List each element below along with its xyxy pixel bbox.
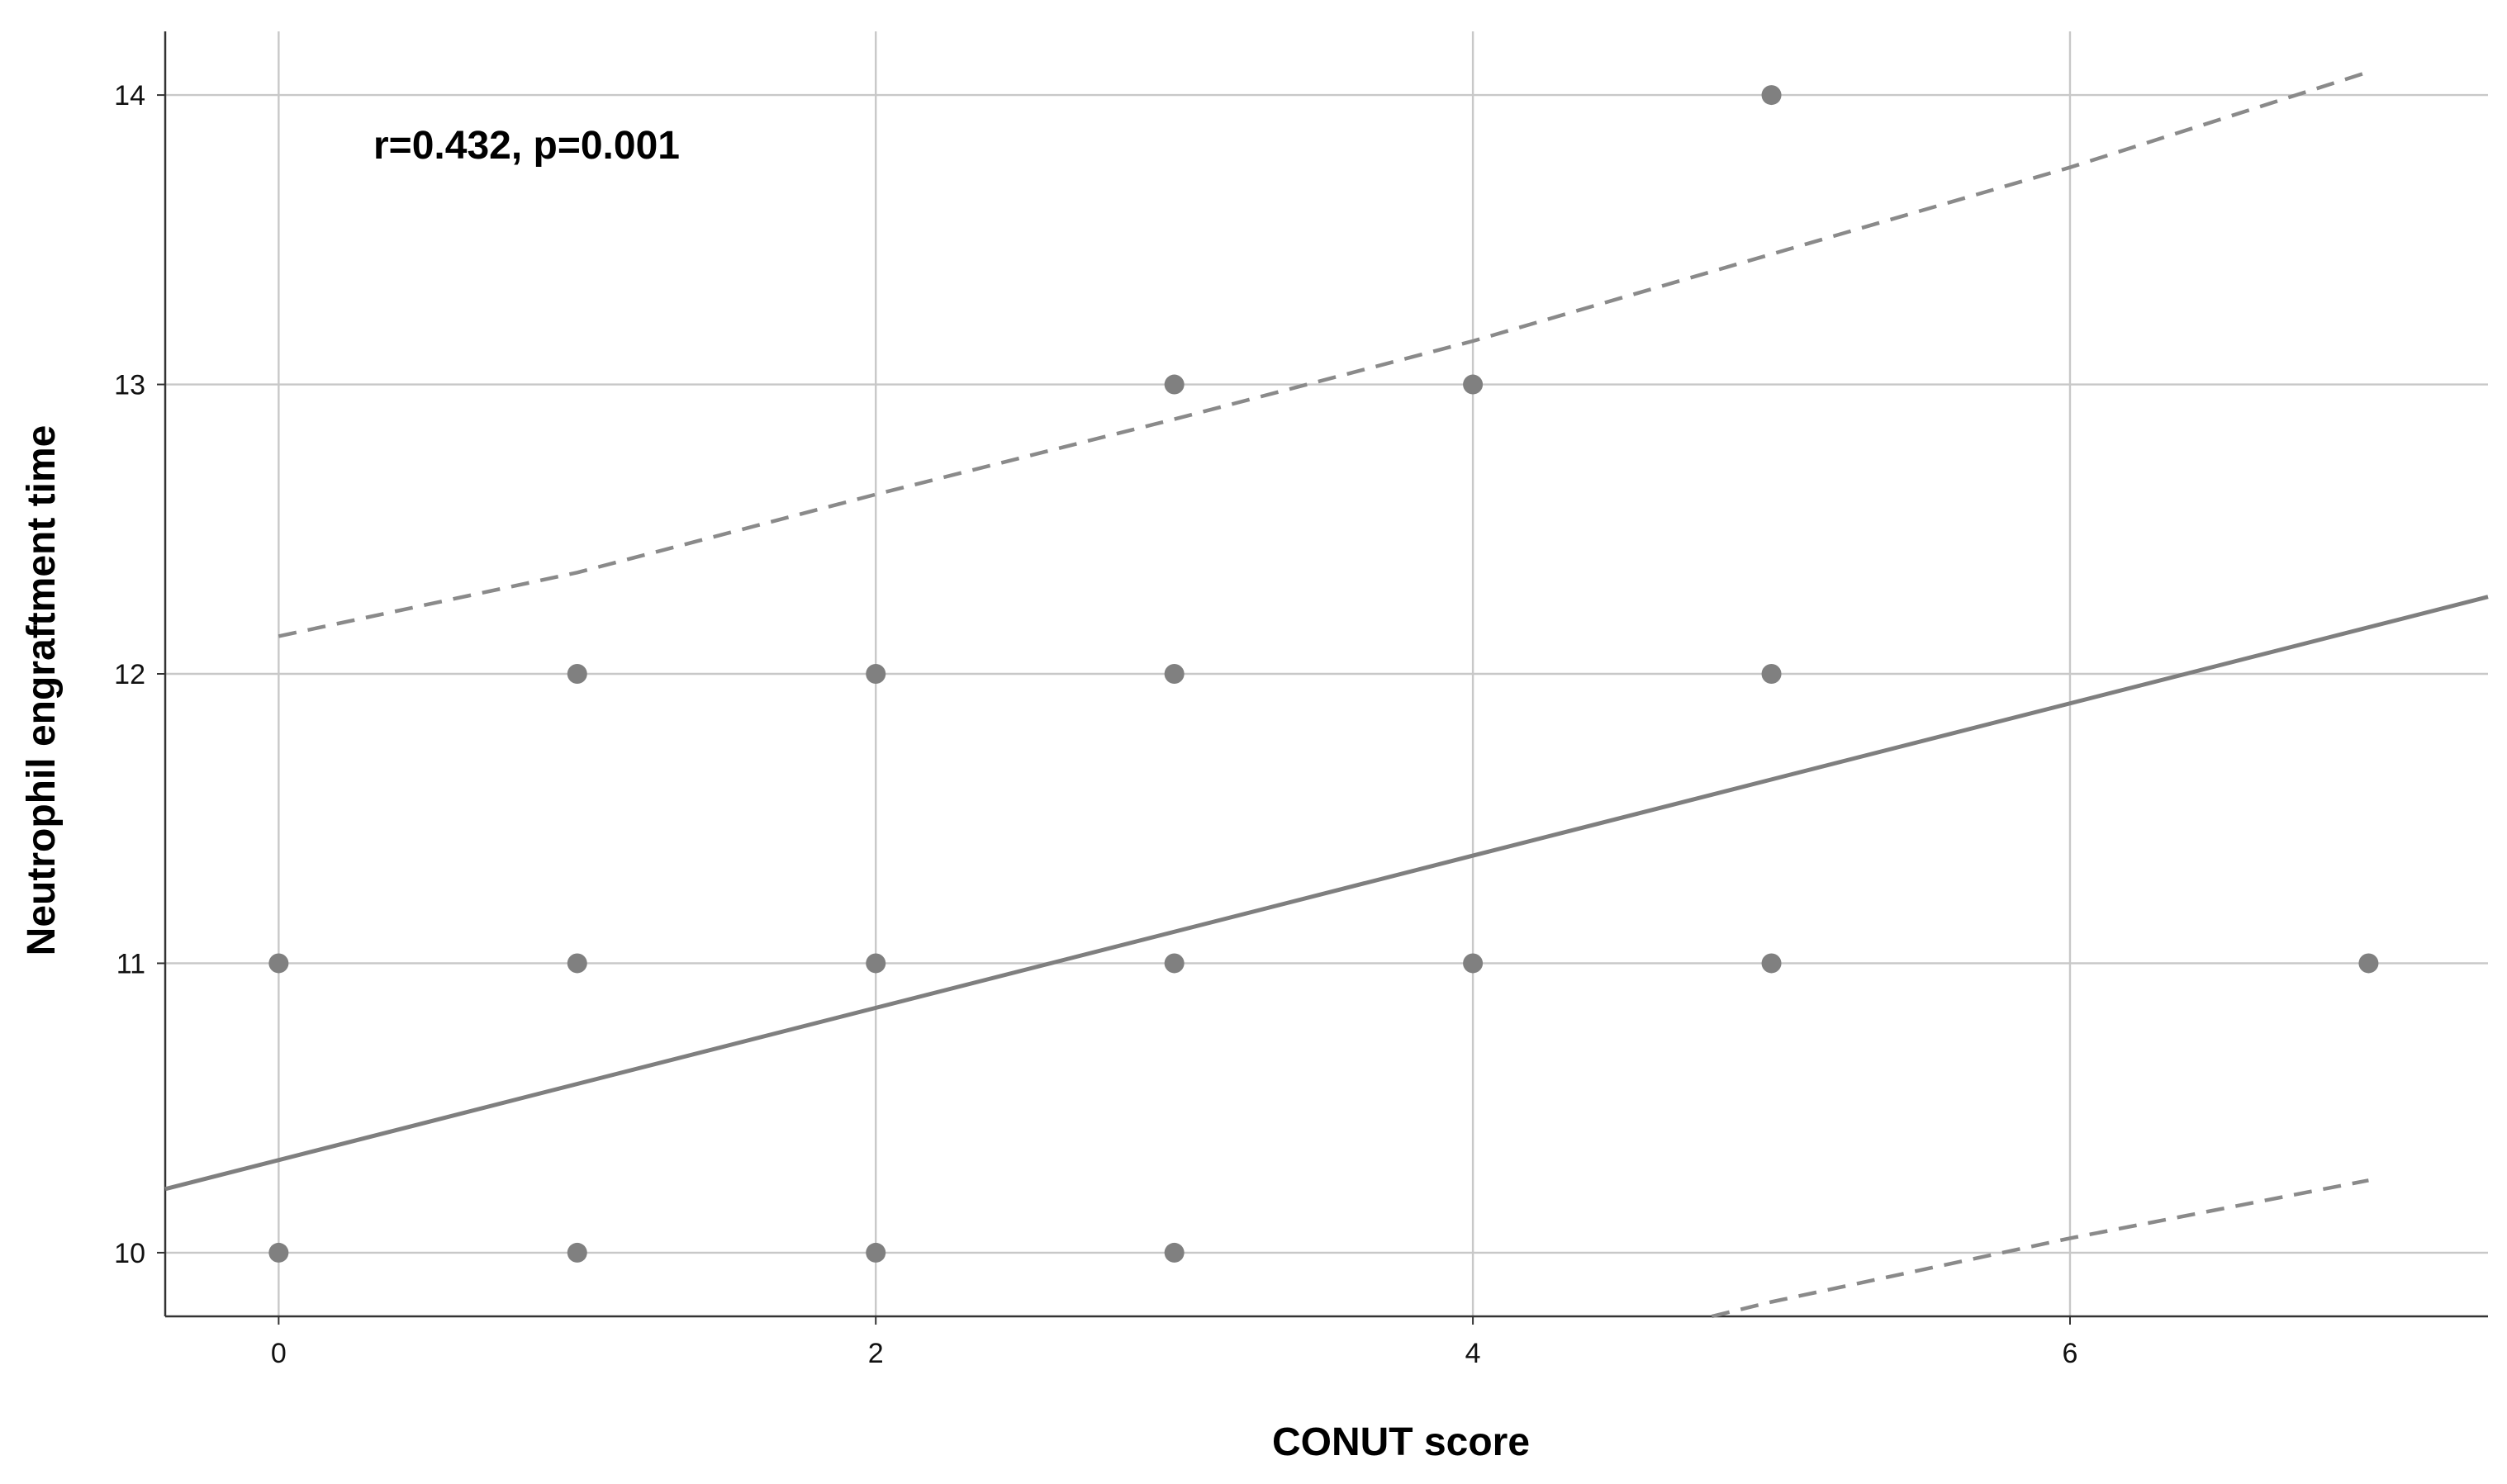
scatter-point	[1761, 953, 1782, 974]
scatter-point	[567, 664, 587, 684]
gridlines	[165, 31, 2488, 1316]
y-axis-title: Neutrophil engraftment time	[20, 425, 64, 956]
x-tick-label: 0	[271, 1338, 287, 1369]
scatter-point	[1463, 953, 1484, 974]
scatter-point	[866, 1242, 886, 1263]
y-tick-label: 13	[114, 370, 145, 401]
regression-line-group	[164, 595, 2489, 1192]
scatter-point	[567, 953, 587, 974]
scatter-point	[567, 1242, 587, 1263]
scatter-point	[866, 953, 886, 974]
scatter-point	[1164, 953, 1185, 974]
data-points	[268, 85, 2379, 1263]
scatter-point	[268, 1242, 289, 1263]
regression-line	[164, 595, 2489, 1192]
y-tick-label: 14	[114, 80, 145, 111]
tick-labels: 0 2 4 6 10 11 12 13 14	[114, 80, 2077, 1369]
scatter-point	[1164, 1242, 1185, 1263]
lower-prediction-band	[1711, 1178, 2369, 1319]
correlation-annotation: r=0.432, p=0.001	[373, 124, 680, 168]
y-tick-label: 10	[114, 1238, 145, 1269]
upper-prediction-band	[278, 69, 2370, 638]
scatter-point	[866, 664, 886, 684]
scatter-point	[268, 953, 289, 974]
scatter-point	[1164, 664, 1185, 684]
prediction-bands	[278, 69, 2370, 1319]
y-tick-label: 11	[116, 948, 145, 979]
x-tick-label: 6	[2063, 1338, 2078, 1369]
scatter-point	[1463, 374, 1484, 395]
x-tick-label: 4	[1465, 1338, 1481, 1369]
scatter-point	[1761, 664, 1782, 684]
scatter-point	[1761, 85, 1782, 106]
y-tick-label: 12	[114, 659, 145, 690]
x-tick-label: 2	[868, 1338, 884, 1369]
scatter-point	[2358, 953, 2379, 974]
x-axis-title: CONUT score	[1272, 1420, 1530, 1464]
scatter-point	[1164, 374, 1185, 395]
